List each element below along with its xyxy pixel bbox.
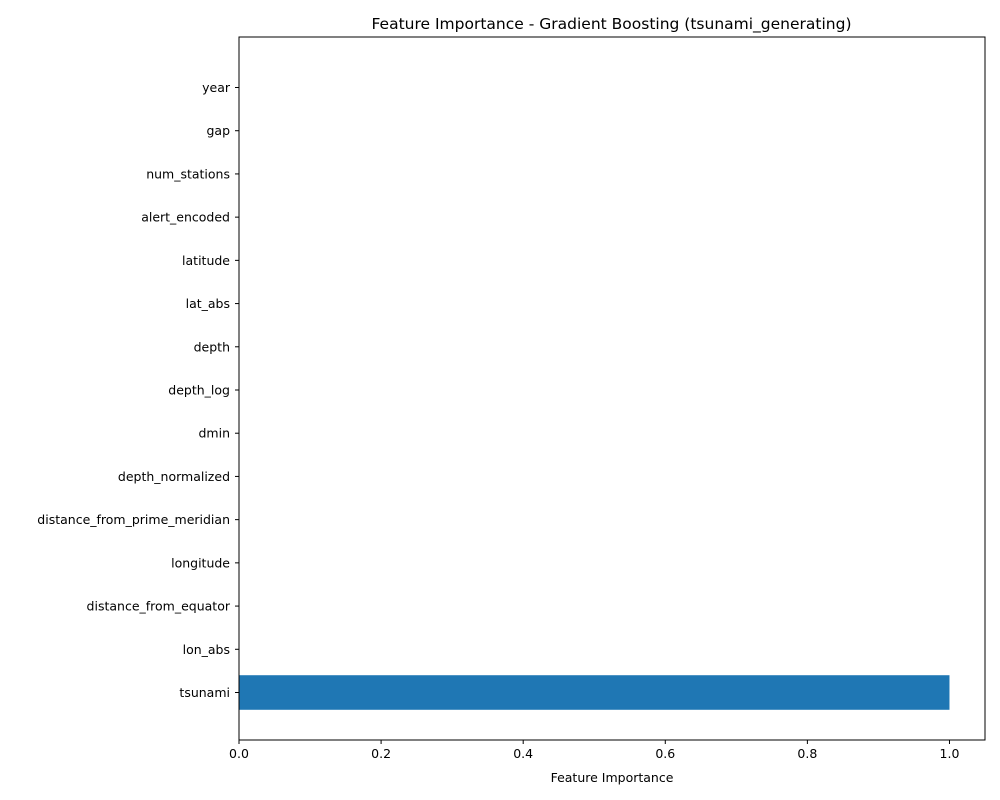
x-axis: 0.0 0.2 0.4 0.6 0.8 1.0 — [229, 740, 959, 761]
x-tick-label: 0.4 — [513, 746, 533, 761]
y-tick-label: depth — [194, 339, 230, 354]
y-tick-label: longitude — [171, 555, 230, 570]
y-tick-label: alert_encoded — [141, 210, 230, 225]
x-tick-label: 0.8 — [797, 746, 817, 761]
x-tick-label: 0.2 — [371, 746, 391, 761]
y-tick-label: distance_from_equator — [87, 599, 231, 614]
y-axis: tsunami lon_abs distance_from_equator longi… — [37, 80, 239, 700]
y-tick-label: gap — [206, 123, 230, 138]
y-tick-label: latitude — [182, 253, 230, 268]
bar-tsunami — [239, 675, 950, 710]
x-axis-label: Feature Importance — [551, 770, 674, 785]
y-tick-label: lon_abs — [183, 642, 230, 657]
y-tick-label: year — [202, 80, 231, 95]
y-tick-label: depth_log — [168, 383, 230, 398]
y-tick-label: num_stations — [146, 166, 230, 181]
y-tick-label: depth_normalized — [118, 469, 230, 484]
x-tick-label: 0.0 — [229, 746, 249, 761]
y-tick-label: dmin — [198, 426, 230, 441]
y-tick-label: distance_from_prime_meridian — [37, 512, 230, 527]
x-tick-label: 0.6 — [655, 746, 675, 761]
y-tick-label: lat_abs — [186, 296, 230, 311]
bars-layer — [239, 675, 950, 710]
y-tick-label: tsunami — [179, 685, 230, 700]
chart-title: Feature Importance - Gradient Boosting (… — [371, 15, 851, 34]
x-tick-label: 1.0 — [940, 746, 960, 761]
plot-frame — [238, 36, 986, 741]
